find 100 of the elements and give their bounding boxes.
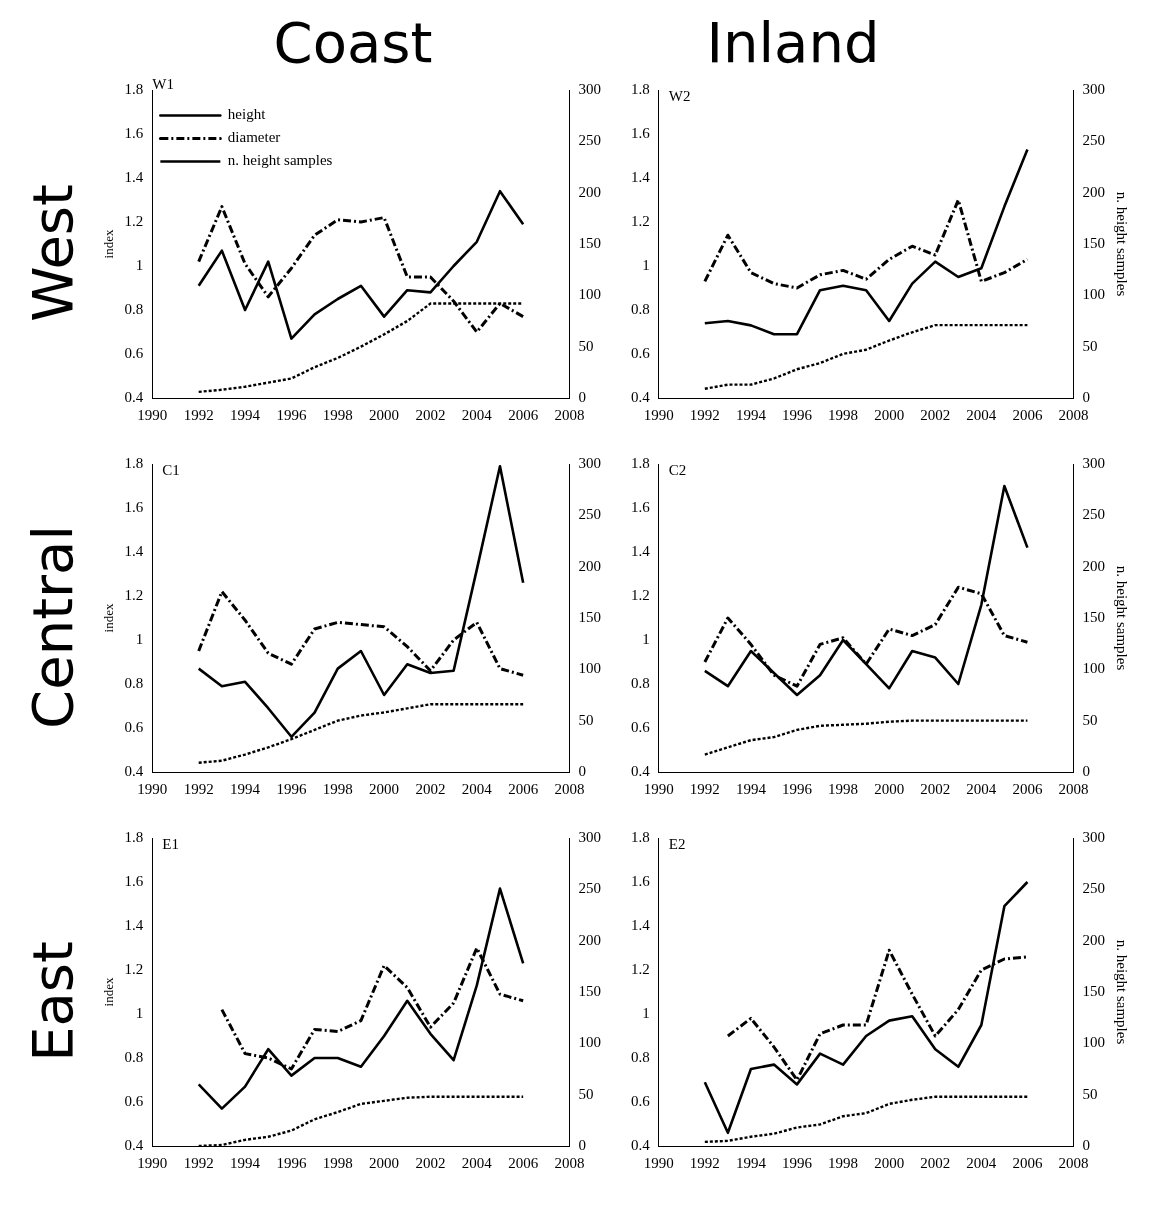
- y-tick-label: 1.4: [124, 168, 144, 185]
- annotation: E1: [162, 836, 180, 853]
- x-tick-label: 1992: [183, 780, 214, 797]
- y2-tick-label: 150: [578, 234, 601, 251]
- text: East: [20, 940, 85, 1062]
- y-tick-label: 0.6: [631, 1092, 651, 1109]
- legend-label: height: [227, 106, 267, 123]
- x-tick-label: 2004: [461, 1154, 493, 1171]
- x-tick-label: 2006: [1012, 406, 1043, 423]
- y2-tick-label: 150: [1082, 234, 1105, 251]
- y2-tick-label: 50: [1082, 337, 1098, 354]
- y2-tick-label: 100: [1082, 286, 1105, 303]
- y2-tick-label: 100: [578, 286, 601, 303]
- y-tick-label: 1: [642, 1004, 650, 1021]
- y-tick-label: 1.2: [631, 960, 650, 977]
- y2-tick-label: 200: [578, 931, 601, 948]
- y-tick-label: 1: [135, 256, 144, 273]
- x-tick-label: 2002: [920, 406, 951, 423]
- line-series: [703, 719, 1029, 756]
- y-tick-label: 1.8: [631, 454, 650, 471]
- x-tick-label: 2006: [508, 780, 539, 797]
- x-tick-label: 1996: [276, 780, 307, 797]
- y-tick-label: 0.6: [124, 1092, 144, 1109]
- y-tick-label: 1.8: [124, 828, 144, 845]
- x-tick-label: 2002: [920, 1154, 951, 1171]
- y-tick-label: 0.4: [631, 1136, 651, 1153]
- chart-title: Coast: [272, 9, 434, 77]
- x-tick-label: 2000: [874, 406, 905, 423]
- annotation: C2: [668, 462, 687, 479]
- y-tick-label: 0.6: [631, 718, 651, 735]
- y-tick-label: 1: [135, 630, 144, 647]
- y-tick-label: 1.2: [124, 586, 144, 603]
- x-tick-label: 1992: [689, 406, 720, 423]
- y-tick-label: 1.6: [631, 124, 651, 141]
- y2-axis-title: n. height samples: [1114, 939, 1131, 1045]
- y-tick-label: 0.4: [631, 762, 651, 779]
- x-tick-label: 1994: [735, 780, 767, 797]
- y-tick-label: 1.8: [631, 80, 650, 97]
- y2-tick-label: 150: [578, 608, 601, 625]
- x-tick-label: 2002: [415, 780, 446, 797]
- x-tick-label: 2006: [508, 406, 539, 423]
- x-tick-label: 1996: [276, 1154, 307, 1171]
- y-tick-label: 0.4: [631, 388, 651, 405]
- x-tick-label: 2000: [874, 1154, 905, 1171]
- x-tick-label: 1990: [643, 406, 674, 423]
- y2-tick-label: 50: [578, 1085, 594, 1102]
- x-tick-label: 1998: [322, 1154, 353, 1171]
- y-tick-label: 1.6: [124, 498, 144, 515]
- x-tick-label: 2008: [1058, 1154, 1089, 1171]
- x-tick-label: 1998: [828, 1154, 859, 1171]
- y-tick-label: 1.8: [631, 828, 650, 845]
- x-tick-label: 2006: [1012, 780, 1043, 797]
- y2-tick-label: 150: [1082, 982, 1105, 999]
- y2-tick-label: 200: [1082, 931, 1105, 948]
- line-series: [703, 323, 1029, 390]
- text: Central: [20, 525, 85, 729]
- y-axis-title: index: [101, 229, 117, 259]
- line-series: [703, 1095, 1029, 1144]
- x-tick-label: 1996: [782, 406, 813, 423]
- x-tick-label: 2008: [554, 1154, 585, 1171]
- x-tick-label: 2008: [1058, 780, 1089, 797]
- y2-tick-label: 100: [578, 660, 601, 677]
- y2-tick-label: 250: [1082, 132, 1105, 149]
- x-tick-label: 2000: [369, 406, 400, 423]
- annotation: W2: [668, 88, 691, 105]
- x-tick-label: 1994: [735, 406, 767, 423]
- x-tick-label: 2004: [966, 780, 997, 797]
- y-tick-label: 1.4: [631, 916, 651, 933]
- y-tick-label: 0.8: [631, 674, 650, 691]
- x-tick-label: 2000: [874, 780, 905, 797]
- y-tick-label: 1.6: [124, 124, 144, 141]
- y2-tick-label: 200: [1082, 557, 1105, 574]
- y-tick-label: 0.6: [631, 344, 651, 361]
- y-tick-label: 1.4: [124, 542, 144, 559]
- x-tick-label: 2000: [369, 780, 400, 797]
- x-tick-label: 1996: [782, 780, 813, 797]
- x-tick-label: 1994: [230, 406, 261, 423]
- x-tick-label: 2004: [461, 406, 493, 423]
- x-tick-label: 1990: [137, 406, 168, 423]
- x-tick-label: 2008: [554, 780, 585, 797]
- y-tick-label: 0.4: [124, 762, 144, 779]
- y-tick-label: 0.6: [124, 344, 144, 361]
- y2-tick-label: 300: [578, 454, 601, 471]
- y2-tick-label: 300: [1082, 454, 1105, 471]
- y-tick-label: 0.4: [124, 1136, 144, 1153]
- y-tick-label: 0.8: [124, 674, 144, 691]
- y2-tick-label: 150: [1082, 608, 1105, 625]
- x-tick-label: 2008: [1058, 406, 1089, 423]
- x-tick-label: 1992: [183, 406, 214, 423]
- x-tick-label: 2002: [920, 780, 951, 797]
- x-tick-label: 1994: [230, 1154, 261, 1171]
- x-tick-label: 1990: [137, 1154, 168, 1171]
- x-tick-label: 1998: [828, 780, 859, 797]
- y2-tick-label: 250: [578, 132, 601, 149]
- y2-tick-label: 0: [1082, 388, 1090, 405]
- y2-tick-label: 200: [578, 557, 601, 574]
- y2-axis-title: n. height samples: [1114, 565, 1131, 671]
- x-tick-label: 1994: [735, 1154, 767, 1171]
- y-tick-label: 1: [135, 1004, 144, 1021]
- y2-tick-label: 0: [578, 762, 586, 779]
